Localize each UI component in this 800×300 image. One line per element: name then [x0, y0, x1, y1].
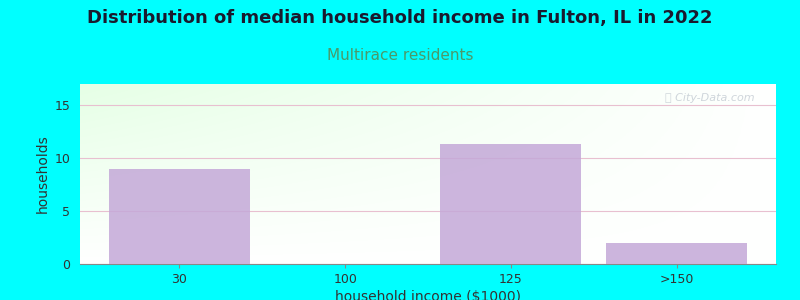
Bar [606, 243, 747, 264]
Text: Multirace residents: Multirace residents [326, 48, 474, 63]
Bar [441, 144, 582, 264]
Bar [109, 169, 250, 264]
X-axis label: household income ($1000): household income ($1000) [335, 290, 521, 300]
Text: Ⓜ City-Data.com: Ⓜ City-Data.com [666, 93, 755, 103]
Y-axis label: households: households [36, 135, 50, 213]
Text: Distribution of median household income in Fulton, IL in 2022: Distribution of median household income … [87, 9, 713, 27]
